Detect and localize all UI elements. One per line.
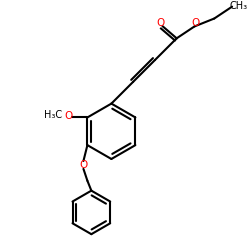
Text: H₃C: H₃C [44, 110, 62, 120]
Text: O: O [157, 18, 165, 28]
Text: O: O [64, 112, 73, 122]
Text: O: O [79, 160, 88, 170]
Text: CH₃: CH₃ [230, 1, 248, 11]
Text: O: O [191, 18, 200, 28]
